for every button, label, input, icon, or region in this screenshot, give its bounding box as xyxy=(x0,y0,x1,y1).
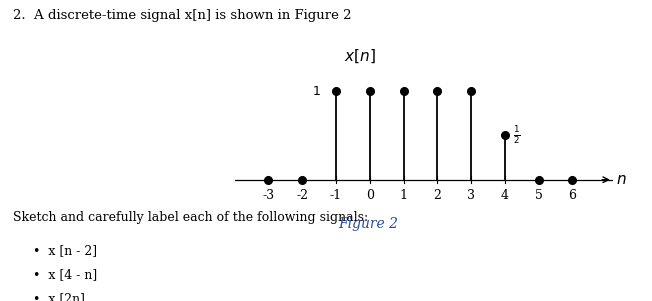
Text: $x[n]$: $x[n]$ xyxy=(344,47,376,65)
Text: 4: 4 xyxy=(501,188,509,202)
Text: 5: 5 xyxy=(535,188,542,202)
Text: -3: -3 xyxy=(262,188,274,202)
Text: Figure 2: Figure 2 xyxy=(338,217,398,231)
Text: •  x [4 - n]: • x [4 - n] xyxy=(33,268,97,281)
Text: $1$: $1$ xyxy=(312,85,321,98)
Text: -1: -1 xyxy=(330,188,342,202)
Text: Sketch and carefully label each of the following signals:: Sketch and carefully label each of the f… xyxy=(13,211,368,224)
Text: •  x [2n]: • x [2n] xyxy=(33,292,85,301)
Text: 2: 2 xyxy=(434,188,441,202)
Text: $\frac{1}{2}$: $\frac{1}{2}$ xyxy=(513,125,521,146)
Text: •  x [n - 2]: • x [n - 2] xyxy=(33,244,96,257)
Text: 2.  A discrete-time signal x[n] is shown in Figure 2: 2. A discrete-time signal x[n] is shown … xyxy=(13,9,351,22)
Text: 3: 3 xyxy=(467,188,475,202)
Text: $n$: $n$ xyxy=(615,173,626,187)
Text: -2: -2 xyxy=(296,188,308,202)
Text: 0: 0 xyxy=(366,188,374,202)
Text: 6: 6 xyxy=(569,188,576,202)
Text: 1: 1 xyxy=(400,188,408,202)
